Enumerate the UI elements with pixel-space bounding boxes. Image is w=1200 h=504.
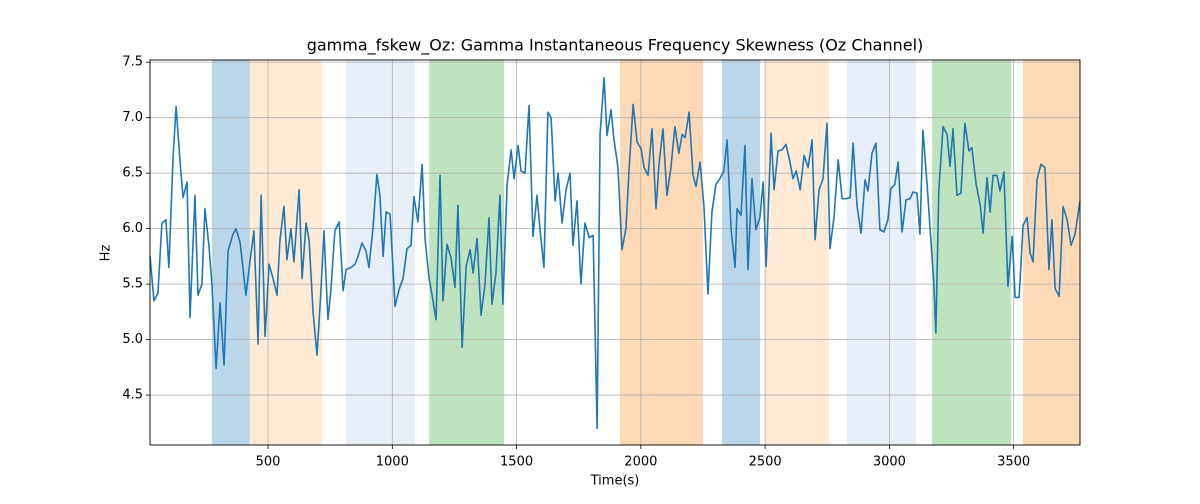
x-tick-label: 2000 [624,455,657,470]
y-axis-label: Hz [99,245,114,262]
x-tick-label: 1000 [376,455,409,470]
y-tick-label: 6.0 [122,221,143,236]
x-tick-label: 500 [256,455,281,470]
shaded-span [722,60,761,445]
shaded-span [847,60,916,445]
y-tick-label: 4.5 [122,388,143,403]
y-tick-label: 6.5 [122,166,143,181]
x-tick-label: 3500 [997,455,1030,470]
y-tick-label: 5.0 [122,332,143,347]
data-line [149,76,1081,430]
x-tick-label: 2500 [749,455,782,470]
plot-area: 500 1000 1500 2000 2500 3000 3500 4.5 5.0 5.5 6.0 6… [122,55,1081,470]
x-axis-label: Time(s) [590,474,640,489]
shaded-span [346,60,415,445]
axes-frame [149,59,1081,446]
shaded-span [211,60,250,445]
x-tick-label: 1500 [500,455,533,470]
shaded-span [1023,60,1080,445]
shaded-span [932,60,1012,445]
y-tick-label: 7.5 [122,55,143,70]
shaded-span [765,60,829,445]
x-tick-label: 3000 [873,455,906,470]
chart-title: gamma_fskew_Oz: Gamma Instantaneous Freq… [307,36,924,56]
y-tick-label: 5.5 [122,277,143,292]
y-tick-label: 7.0 [122,110,143,125]
